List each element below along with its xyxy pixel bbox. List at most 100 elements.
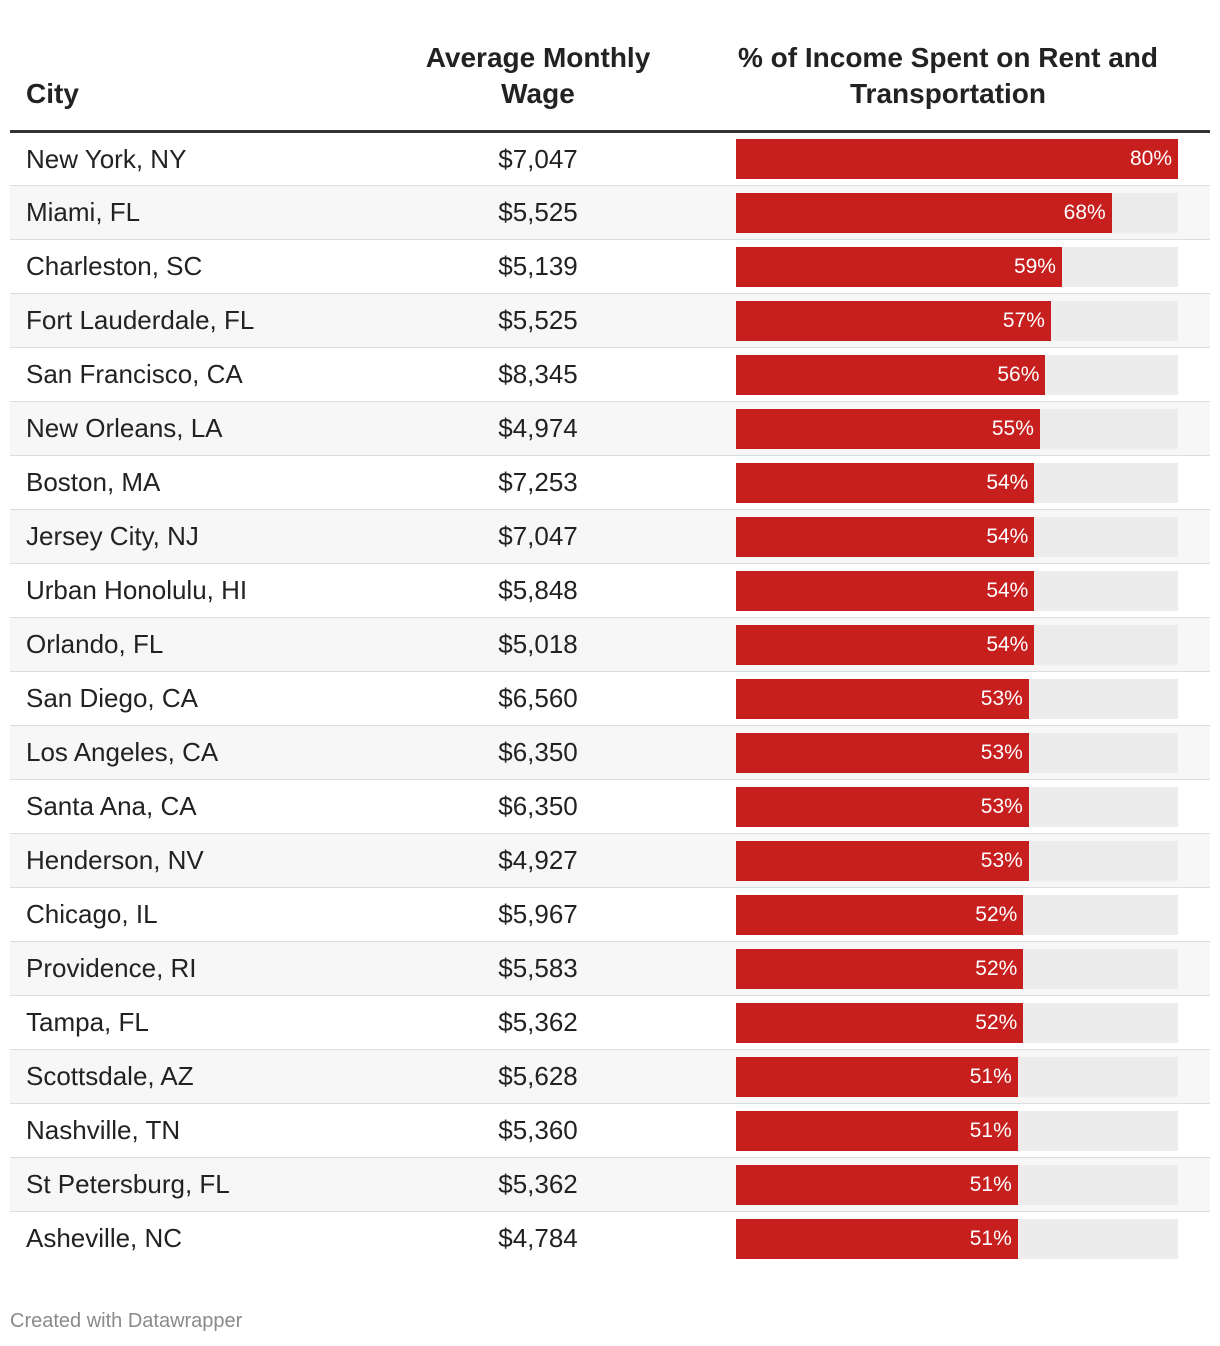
cell-wage: $7,047 — [498, 143, 578, 174]
bar-value-label: 51% — [969, 1226, 1012, 1250]
table-row: New Orleans, LA $4,974 55% — [10, 401, 1210, 456]
cell-pct: 54% — [686, 456, 1210, 510]
cell-pct: 59% — [686, 240, 1210, 294]
table-row: Asheville, NC $4,784 51% — [10, 1212, 1210, 1266]
table-row: Scottsdale, AZ $5,628 51% — [10, 1049, 1210, 1104]
bar-value-label: 52% — [975, 902, 1018, 926]
cell-wage: $6,350 — [498, 791, 578, 821]
cell-pct: 54% — [686, 564, 1210, 618]
bar-track: 54% — [736, 570, 1178, 611]
cell-wage: $4,784 — [498, 1223, 578, 1254]
cell-city: Los Angeles, CA — [26, 737, 219, 767]
cell-pct: 53% — [686, 780, 1210, 834]
cell-pct: 51% — [686, 1050, 1210, 1104]
bar-value-label: 53% — [980, 848, 1023, 872]
cell-wage: $5,362 — [498, 1007, 578, 1037]
bar-track: 51% — [736, 1056, 1178, 1097]
header-row: City Average Monthly Wage % of Income Sp… — [10, 40, 1210, 133]
table-row: Fort Lauderdale, FL $5,525 57% — [10, 293, 1210, 348]
bar-fill: 54% — [736, 462, 1035, 503]
table-row: Urban Honolulu, HI $5,848 54% — [10, 564, 1210, 618]
cell-pct: 54% — [686, 618, 1210, 672]
bar-track: 52% — [736, 948, 1178, 989]
bar-fill: 53% — [736, 678, 1029, 719]
bar-fill: 53% — [736, 786, 1029, 827]
cell-wage: $7,047 — [498, 521, 578, 551]
bar-track: 51% — [736, 1110, 1178, 1151]
cell-pct: 53% — [686, 726, 1210, 780]
table-row: Providence, RI $5,583 52% — [10, 941, 1210, 996]
bar-track: 51% — [736, 1218, 1178, 1259]
table-row: Boston, MA $7,253 54% — [10, 456, 1210, 510]
cell-wage: $5,360 — [498, 1115, 578, 1145]
cell-city: New York, NY — [26, 143, 187, 174]
bar-track: 56% — [736, 354, 1178, 395]
bar-value-label: 51% — [969, 1064, 1012, 1088]
bar-track: 54% — [736, 624, 1178, 665]
bar-track: 53% — [736, 732, 1178, 773]
cell-wage: $8,345 — [498, 359, 578, 389]
bar-track: 53% — [736, 840, 1178, 881]
bar-value-label: 55% — [991, 416, 1034, 440]
bar-value-label: 53% — [980, 794, 1023, 818]
bar-value-label: 59% — [1013, 254, 1056, 278]
bar-fill: 54% — [736, 570, 1035, 611]
bar-value-label: 80% — [1129, 147, 1172, 170]
cell-wage: $5,628 — [498, 1061, 578, 1091]
cell-pct: 80% — [686, 132, 1210, 186]
table-row: San Diego, CA $6,560 53% — [10, 672, 1210, 726]
cell-city: San Diego, CA — [26, 683, 198, 713]
cell-city: Providence, RI — [26, 953, 197, 983]
cell-city: Henderson, NV — [26, 845, 204, 875]
bar-fill: 57% — [736, 300, 1051, 341]
table-row: Miami, FL $5,525 68% — [10, 185, 1210, 240]
cell-city: San Francisco, CA — [26, 359, 243, 389]
data-table-container: City Average Monthly Wage % of Income Sp… — [10, 40, 1210, 1266]
table-row: Charleston, SC $5,139 59% — [10, 240, 1210, 294]
table-row: Henderson, NV $4,927 53% — [10, 833, 1210, 888]
bar-track: 68% — [736, 192, 1178, 233]
cell-pct: 54% — [686, 510, 1210, 564]
table-row: Chicago, IL $5,967 52% — [10, 888, 1210, 942]
bar-value-label: 68% — [1063, 200, 1106, 224]
cell-wage: $4,974 — [498, 413, 578, 443]
cell-wage: $7,253 — [498, 467, 578, 497]
bar-value-label: 52% — [975, 956, 1018, 980]
bar-track: 59% — [736, 246, 1178, 287]
cell-city: Fort Lauderdale, FL — [26, 305, 255, 335]
bar-fill: 53% — [736, 840, 1029, 881]
bar-track: 52% — [736, 1002, 1178, 1043]
footer-credit: Created with Datawrapper — [10, 1310, 243, 1332]
bar-track: 80% — [736, 139, 1178, 179]
column-header-city[interactable]: City — [10, 40, 390, 133]
cell-pct: 51% — [686, 1158, 1210, 1212]
cell-city: New Orleans, LA — [26, 413, 223, 443]
bar-value-label: 56% — [997, 362, 1040, 386]
table-header: City Average Monthly Wage % of Income Sp… — [10, 40, 1210, 133]
cell-wage: $5,139 — [498, 251, 578, 281]
bar-fill: 80% — [736, 139, 1178, 179]
cell-wage: $5,848 — [498, 575, 578, 605]
bar-value-label: 54% — [986, 470, 1029, 494]
bar-fill: 53% — [736, 732, 1029, 773]
bar-fill: 55% — [736, 408, 1040, 449]
cell-pct: 53% — [686, 672, 1210, 726]
bar-track: 54% — [736, 516, 1178, 557]
cell-city: Scottsdale, AZ — [26, 1061, 194, 1091]
table-row: San Francisco, CA $8,345 56% — [10, 348, 1210, 402]
table-row: Los Angeles, CA $6,350 53% — [10, 725, 1210, 780]
cell-pct: 55% — [686, 402, 1210, 456]
bar-fill: 51% — [736, 1056, 1018, 1097]
bar-fill: 56% — [736, 354, 1046, 395]
cell-city: Tampa, FL — [26, 1007, 149, 1037]
cell-pct: 52% — [686, 942, 1210, 996]
column-header-pct[interactable]: % of Income Spent on Rent and Transporta… — [686, 40, 1210, 133]
cell-city: Santa Ana, CA — [26, 791, 197, 821]
bar-value-label: 51% — [969, 1172, 1012, 1196]
bar-track: 54% — [736, 462, 1178, 503]
cell-wage: $6,560 — [498, 683, 578, 713]
table-body: New York, NY $7,047 80% Miami, FL $5,525 68% C… — [10, 132, 1210, 1266]
table-row: Jersey City, NJ $7,047 54% — [10, 509, 1210, 564]
bar-fill: 52% — [736, 948, 1024, 989]
column-header-wage[interactable]: Average Monthly Wage — [390, 40, 686, 133]
